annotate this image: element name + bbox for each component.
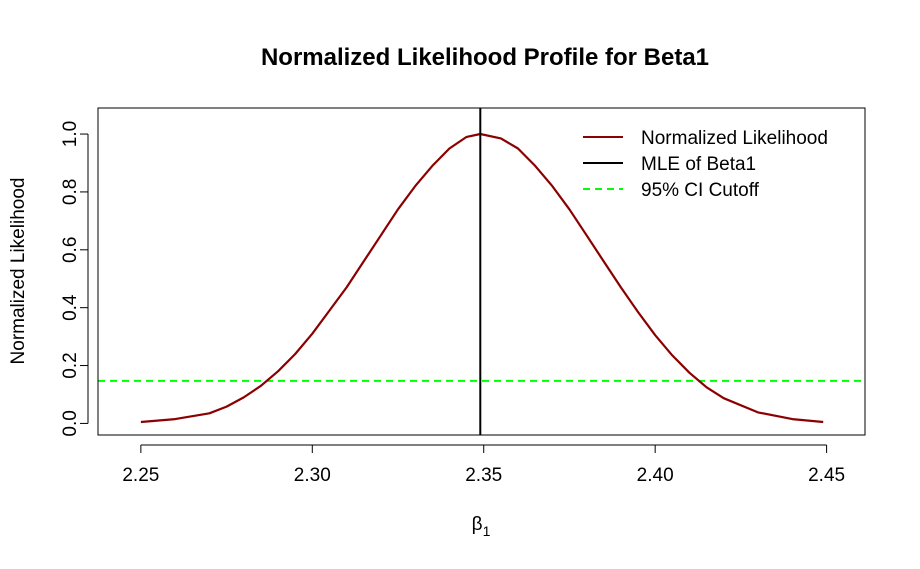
likelihood-curve — [140, 132, 824, 424]
x-axis-symbol: β — [472, 514, 483, 535]
plot-area — [98, 108, 865, 435]
legend-label: MLE of Beta1 — [641, 154, 756, 175]
y-tick-label: 0.0 — [60, 410, 81, 436]
x-tick-label: 2.35 — [465, 465, 502, 486]
x-axis: 2.25 2.30 2.35 2.40 2.45 — [122, 444, 845, 486]
y-tick-label: 0.6 — [60, 237, 81, 263]
y-tick-label: 1.0 — [60, 121, 81, 147]
legend: Normalized Likelihood MLE of Beta1 95% CI … — [583, 128, 828, 201]
y-tick-label: 0.2 — [60, 352, 81, 378]
x-axis-label: β1 — [472, 514, 491, 539]
legend-label: 95% CI Cutoff — [641, 180, 760, 201]
y-axis: 0.0 0.2 0.4 0.6 0.8 1.0 — [60, 121, 89, 437]
y-tick-label: 0.4 — [60, 294, 81, 321]
y-tick-label: 0.8 — [60, 179, 81, 205]
x-tick-label: 2.45 — [808, 465, 845, 486]
legend-label: Normalized Likelihood — [641, 128, 828, 149]
plot-frame — [97, 107, 866, 436]
x-tick-label: 2.30 — [294, 465, 331, 486]
y-axis-label: Normalized Likelihood — [8, 178, 29, 365]
x-axis-subscript: 1 — [483, 523, 491, 539]
x-tick-label: 2.25 — [122, 465, 159, 486]
x-tick-label: 2.40 — [637, 465, 674, 486]
chart-title: Normalized Likelihood Profile for Beta1 — [261, 44, 709, 71]
